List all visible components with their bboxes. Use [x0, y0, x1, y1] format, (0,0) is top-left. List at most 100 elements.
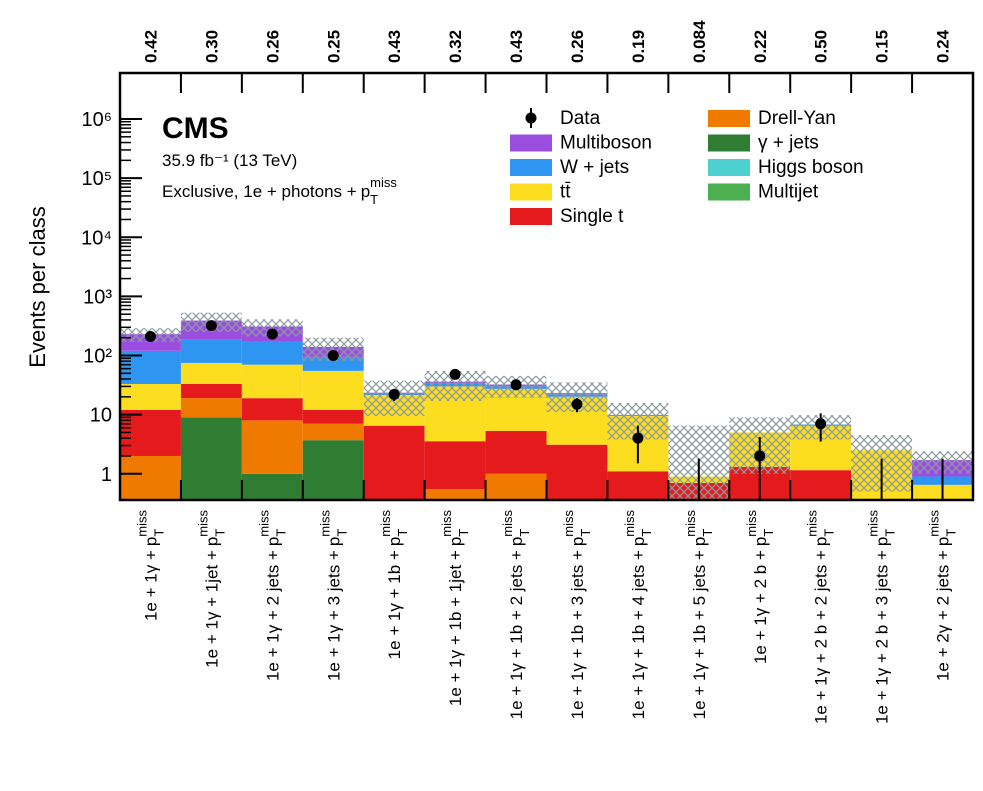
stack-segment: [302, 370, 364, 410]
met-sup: miss: [866, 510, 881, 537]
category-text: 1e + 1γ + 1jet +: [202, 550, 221, 668]
category-text: 1e + 1γ + 2 b + 2 jets +: [812, 550, 831, 724]
data-point: [266, 328, 278, 340]
met-sup: miss: [744, 510, 759, 537]
met-sup: miss: [195, 510, 210, 537]
top-label: 0.084: [690, 20, 709, 63]
legend-label: Single t: [560, 206, 624, 227]
stack-segment: [241, 420, 303, 474]
met-base: p: [690, 537, 709, 546]
met-sub: T: [944, 529, 959, 537]
met-base: p: [385, 537, 404, 546]
y-axis-label: Events per class: [25, 206, 50, 367]
top-label: 0.42: [141, 30, 160, 63]
category-text: 1e + 1γ + 2 b + 3 jets +: [873, 550, 892, 724]
stack-segment: [302, 440, 364, 500]
experiment: CMS: [162, 112, 229, 145]
category-label: 1e + 1γ + 1b + 3 jets + pTmiss: [561, 510, 593, 720]
met-sup: miss: [805, 510, 820, 537]
met-sub: T: [883, 529, 898, 537]
y-tick-label: 10⁵: [81, 168, 112, 190]
category-text: 1e + 1γ + 3 jets +: [324, 550, 343, 681]
data-point: [754, 450, 766, 462]
met-sup: miss: [622, 510, 637, 537]
top-label: 0.19: [629, 30, 648, 63]
category-text: 1e + 2γ + 2 jets +: [934, 550, 953, 681]
data-point: [144, 330, 156, 342]
met-sub: T: [761, 529, 776, 537]
legend-swatch: [510, 134, 552, 152]
met-sup: miss: [439, 510, 454, 537]
legend-label: tt̄: [560, 182, 571, 203]
y-tick-label: 10⁶: [82, 109, 112, 131]
met-sub: T: [578, 529, 593, 537]
met-base: p: [141, 537, 160, 546]
stack-segment: [546, 444, 608, 500]
met-sub: T: [517, 529, 532, 537]
legend-swatch: [510, 183, 552, 201]
category-text: 1e + 1γ + 2 jets +: [263, 550, 282, 681]
met-sub: T: [151, 529, 166, 537]
category-text: 1e + 1γ + 1b +: [385, 550, 404, 659]
stack-segment: [120, 455, 181, 500]
data-point: [388, 388, 400, 400]
legend-label: Multijet: [758, 182, 819, 203]
legend-swatch: [708, 134, 750, 152]
uncertainty-band: [302, 337, 364, 362]
met-sup: miss: [256, 510, 271, 537]
met-base: p: [324, 537, 343, 546]
stack-segment: [241, 473, 303, 500]
y-tick-label: 10: [90, 405, 112, 427]
stack-segment: [180, 339, 242, 363]
category-label: 1e + 2γ + 2 jets + pTmiss: [927, 510, 959, 682]
legend-label: Higgs boson: [758, 157, 864, 178]
met-base: p: [202, 537, 221, 546]
data-point: [205, 320, 217, 332]
stack-segment: [424, 441, 486, 490]
met-sub: T: [212, 529, 227, 537]
met-sub: T: [370, 192, 378, 207]
met-base: p: [812, 537, 831, 546]
top-label: 0.15: [873, 30, 892, 63]
y-tick-label: 1: [101, 464, 112, 486]
stack-segment: [363, 425, 425, 500]
top-label: 0.32: [446, 30, 465, 63]
y-tick-label: 10³: [83, 286, 112, 308]
top-label: 0.26: [263, 30, 282, 63]
legend-label: Drell-Yan: [758, 108, 836, 129]
legend-label: Data: [560, 108, 601, 129]
stack-segment: [790, 470, 852, 500]
met-base: p: [568, 537, 587, 546]
category-label: 1e + 1γ + 1b + 4 jets + pTmiss: [622, 510, 654, 720]
category-label: 1e + 1γ + pTmiss: [134, 510, 166, 622]
met-base: p: [446, 537, 465, 546]
subtitle: Exclusive, 1e + photons + pTmiss: [162, 175, 397, 207]
category-label: 1e + 1γ + 2 b + 2 jets + pTmiss: [805, 510, 837, 725]
category-label: 1e + 1γ + 1b + pTmiss: [378, 510, 410, 660]
top-label: 0.30: [202, 30, 221, 63]
met-sub: T: [700, 529, 715, 537]
category-text: 1e + 1γ + 2 b +: [751, 550, 770, 664]
stack-segment: [607, 471, 669, 500]
data-point: [327, 350, 339, 362]
met-sup: miss: [378, 510, 393, 537]
legend-swatch: [510, 159, 552, 176]
stack-segment: [485, 473, 547, 500]
met-sup: miss: [317, 510, 332, 537]
category-label: 1e + 1γ + 2 b + pTmiss: [744, 510, 776, 665]
met-base: p: [629, 537, 648, 546]
top-label: 0.26: [568, 30, 587, 63]
stack-segment: [180, 383, 242, 399]
legend-swatch: [510, 208, 552, 225]
met-base: p: [263, 537, 282, 546]
met-sub: T: [822, 529, 837, 537]
met-sup: miss: [500, 510, 515, 537]
legend-label: Multiboson: [560, 133, 652, 154]
stack-segment: [180, 398, 242, 418]
stack-segment: [302, 409, 364, 424]
category-label: 1e + 1γ + 1b + 1jet + pTmiss: [439, 510, 471, 707]
met-base: p: [751, 537, 770, 546]
y-tick-label: 10⁴: [81, 227, 112, 249]
category-label: 1e + 1γ + 3 jets + pTmiss: [317, 510, 349, 682]
